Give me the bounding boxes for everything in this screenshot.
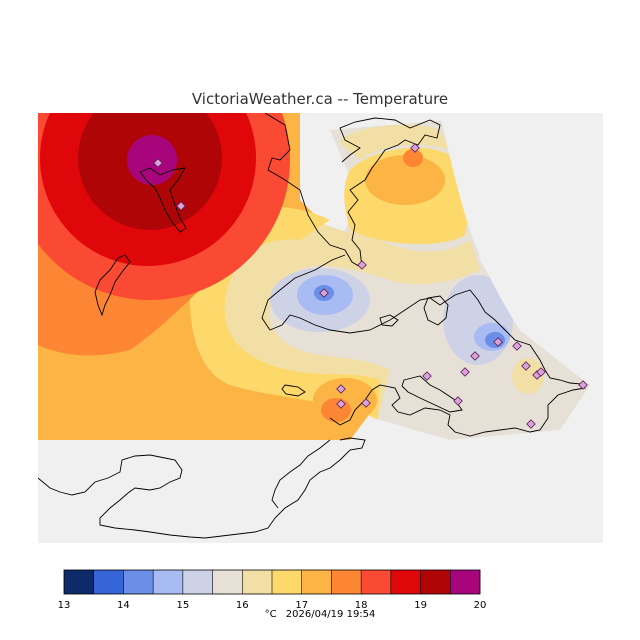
colorbar-tick-label: 19 bbox=[414, 600, 427, 611]
station-marker[interactable] bbox=[336, 384, 346, 394]
colorbar-swatch bbox=[242, 570, 273, 594]
station-marker[interactable] bbox=[153, 158, 163, 168]
colorbar-tick-label: 13 bbox=[58, 600, 71, 611]
coastline-strait-north bbox=[139, 167, 187, 233]
station-marker[interactable] bbox=[460, 367, 470, 377]
coastline-south-landmass-east bbox=[271, 439, 331, 509]
coastline-lake bbox=[423, 295, 449, 326]
contour-16-17 bbox=[209, 214, 480, 410]
no-data-east bbox=[440, 113, 603, 440]
colorbar-swatch bbox=[182, 570, 213, 594]
station-marker[interactable] bbox=[493, 337, 503, 347]
station-marker[interactable] bbox=[176, 201, 186, 211]
station-marker[interactable] bbox=[470, 351, 480, 361]
contour-17-5-north-pocket bbox=[365, 155, 445, 205]
contour-18-sw-pocket bbox=[321, 398, 351, 422]
colorbar-swatch bbox=[272, 570, 303, 594]
colorbar-tick-label: 17 bbox=[295, 600, 308, 611]
no-data-east-lower bbox=[440, 440, 603, 540]
coastline-peninsula bbox=[261, 254, 586, 437]
footer-stamp: °C 2026/04/19 19:54 bbox=[0, 609, 640, 620]
colorbar-swatch bbox=[361, 570, 392, 594]
colorbar-swatch bbox=[64, 570, 95, 594]
colorbar-swatch bbox=[331, 570, 362, 594]
colorbar-swatch bbox=[93, 570, 124, 594]
coastline-mainland-north bbox=[264, 113, 441, 269]
colorbar-swatch bbox=[123, 570, 154, 594]
station-marker[interactable] bbox=[361, 398, 371, 408]
station-marker[interactable] bbox=[453, 396, 463, 406]
colorbar-swatch bbox=[390, 570, 421, 594]
station-markers bbox=[153, 143, 588, 429]
colorbar-swatch bbox=[420, 570, 451, 594]
contour-16-5-east-spot bbox=[512, 358, 544, 394]
station-marker[interactable] bbox=[336, 399, 346, 409]
station-marker[interactable] bbox=[578, 380, 588, 390]
colorbar: 13 14 15 16 17 18 19 20 bbox=[58, 569, 487, 611]
timestamp: 2026/04/19 19:54 bbox=[285, 609, 376, 620]
colorbar-swatch bbox=[450, 570, 481, 594]
colorbar-tick-label: 15 bbox=[176, 600, 189, 611]
contour-16-5-north bbox=[340, 124, 450, 160]
coastline-island-nw bbox=[94, 254, 131, 317]
contour-20 bbox=[127, 135, 177, 185]
colorbar-tick-label: 20 bbox=[474, 600, 487, 611]
colorbar-swatch bbox=[301, 570, 332, 594]
station-marker[interactable] bbox=[410, 143, 420, 153]
coastline-south-landmass bbox=[38, 437, 366, 539]
colorbar-tick-label: 16 bbox=[236, 600, 249, 611]
coastlines bbox=[38, 113, 586, 539]
colorbar-swatch bbox=[153, 570, 184, 594]
map-title: VictoriaWeather.ca -- Temperature bbox=[191, 90, 449, 108]
station-marker[interactable] bbox=[526, 419, 536, 429]
contour-18-north-pocket bbox=[403, 149, 423, 167]
station-marker[interactable] bbox=[319, 288, 329, 298]
colorbar-tick-label: 18 bbox=[355, 600, 368, 611]
temperature-field bbox=[38, 113, 603, 543]
colorbar-swatch bbox=[212, 570, 243, 594]
station-marker[interactable] bbox=[536, 367, 546, 377]
contour-14-5-east bbox=[485, 332, 505, 348]
station-marker[interactable] bbox=[422, 371, 432, 381]
station-marker[interactable] bbox=[357, 260, 367, 270]
coastline-island-west bbox=[281, 384, 306, 397]
coastline-island-small bbox=[379, 314, 399, 327]
station-marker[interactable] bbox=[512, 341, 522, 351]
coastline-island-sw bbox=[401, 375, 463, 413]
unit-label: °C bbox=[264, 609, 277, 620]
colorbar-tick-label: 14 bbox=[117, 600, 130, 611]
station-marker[interactable] bbox=[521, 361, 531, 371]
